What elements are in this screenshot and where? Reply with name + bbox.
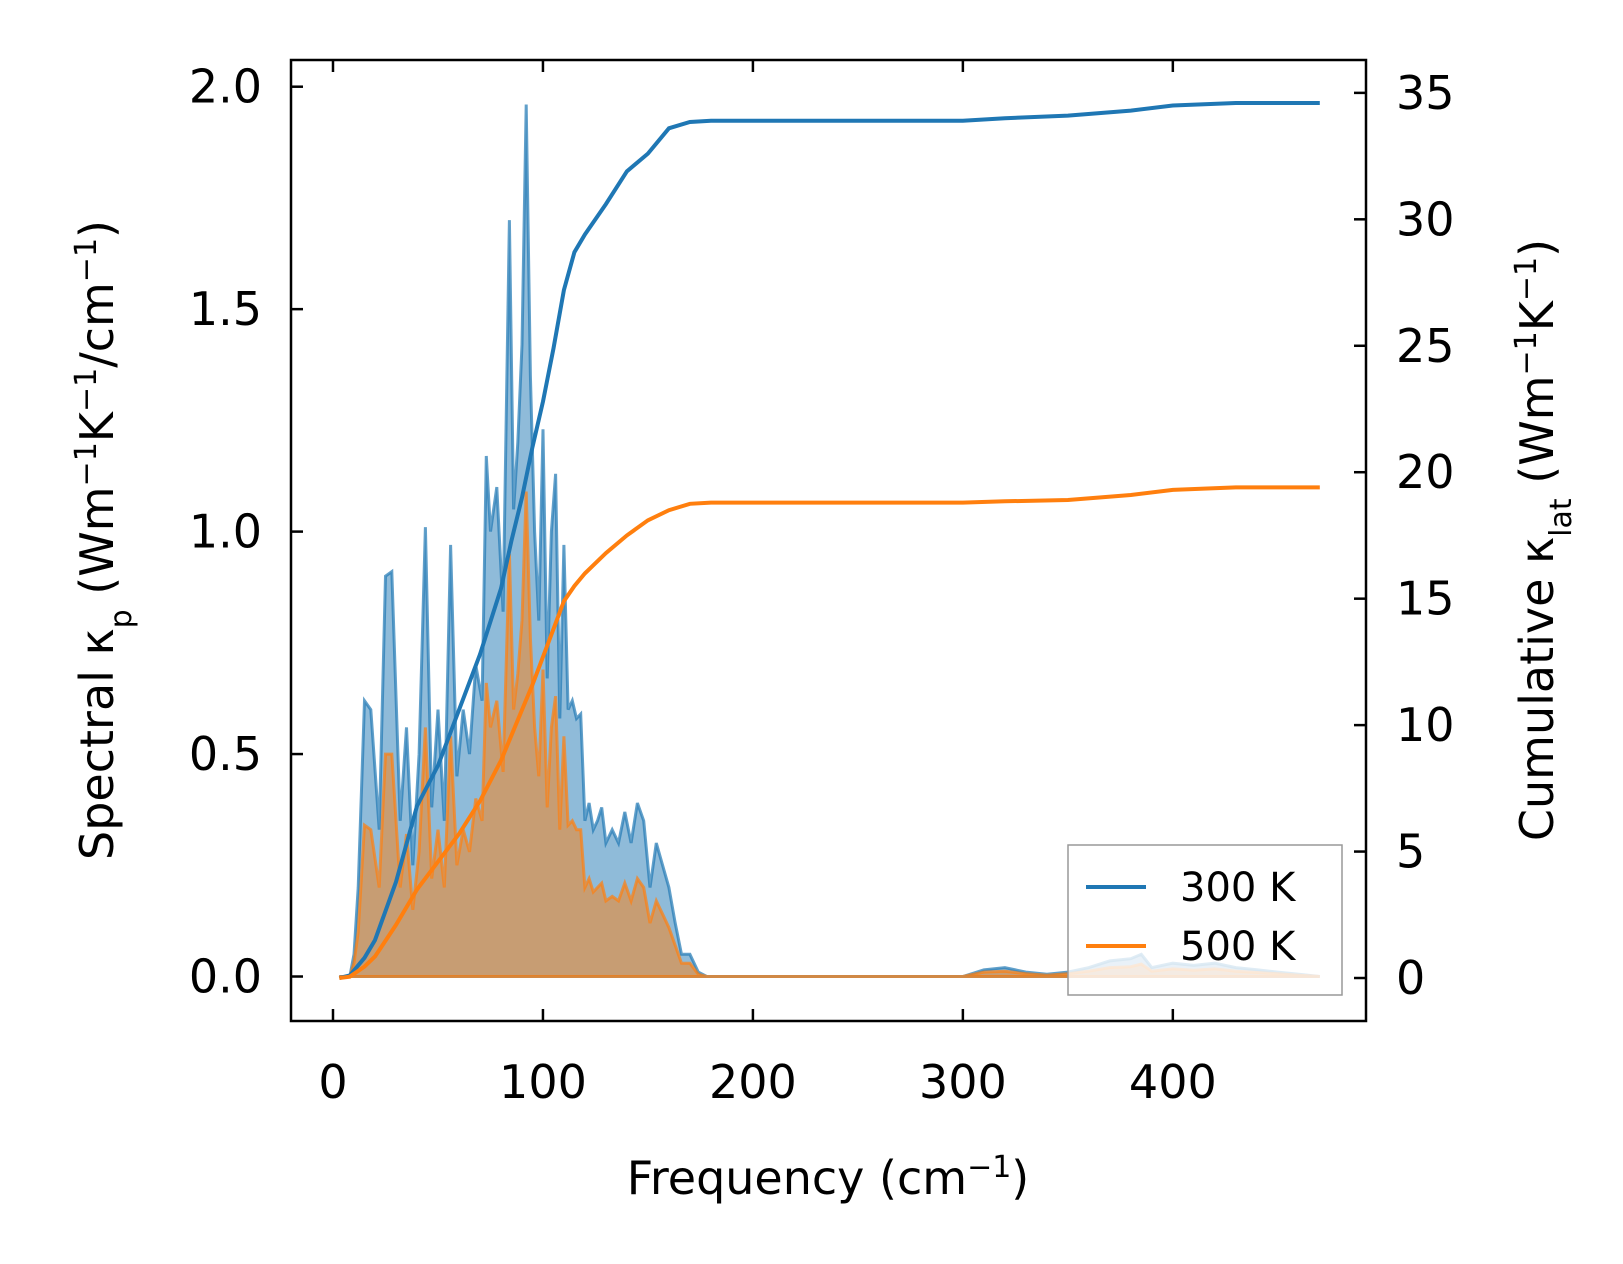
x-tick-label: 200 [709, 1055, 797, 1109]
y-right-tick-label: 10 [1396, 698, 1455, 752]
legend-label-500k: 500 K [1180, 924, 1297, 970]
y-left-tick-label: 1.0 [189, 505, 262, 559]
cumulative-line-500k [339, 485, 1320, 980]
y-right-tick-label: 35 [1396, 66, 1455, 120]
x-tick-label: 300 [919, 1055, 1007, 1109]
y-left-tick-label: 2.0 [189, 60, 262, 114]
legend: 300 K 500 K [1067, 844, 1343, 996]
x-tick-label: 100 [499, 1055, 587, 1109]
x-tick-label: 0 [318, 1055, 347, 1109]
y-right-tick-label: 20 [1396, 445, 1455, 499]
cumulative-line-300k [338, 101, 1320, 980]
y-right-axis-label: Cumulative κlat (Wm−1K−1) [1509, 239, 1579, 841]
y-right-tick-label: 30 [1396, 192, 1455, 246]
y-left-tick-label: 0.0 [189, 950, 262, 1004]
spectral-fill-500k [339, 491, 1320, 978]
x-axis-ticks: 0 100 200 300 400 [318, 60, 1217, 1109]
y-right-tick-label: 5 [1396, 825, 1425, 879]
y-right-tick-label: 0 [1396, 951, 1425, 1005]
y-right-tick-label: 15 [1396, 572, 1455, 626]
y-left-tick-label: 0.5 [189, 727, 262, 781]
y-right-tick-label: 25 [1396, 319, 1455, 373]
legend-box [1067, 844, 1343, 996]
y-left-tick-label: 1.5 [189, 282, 262, 336]
y-left-axis-label: Spectral κp (Wm−1K−1/cm−1) [69, 220, 139, 860]
x-axis-label: Frequency (cm−1) [627, 1150, 1030, 1206]
cumulative-lines [338, 101, 1320, 980]
spectral-fills [339, 104, 1320, 978]
plot-frame [289, 58, 1368, 1023]
y-right-axis-ticks: 0 5 10 15 20 25 30 35 [1354, 66, 1455, 1005]
x-tick-label: 400 [1129, 1055, 1217, 1109]
y-left-axis-ticks: 0.0 0.5 1.0 1.5 2.0 [189, 60, 303, 1004]
legend-label-300k: 300 K [1180, 865, 1297, 911]
